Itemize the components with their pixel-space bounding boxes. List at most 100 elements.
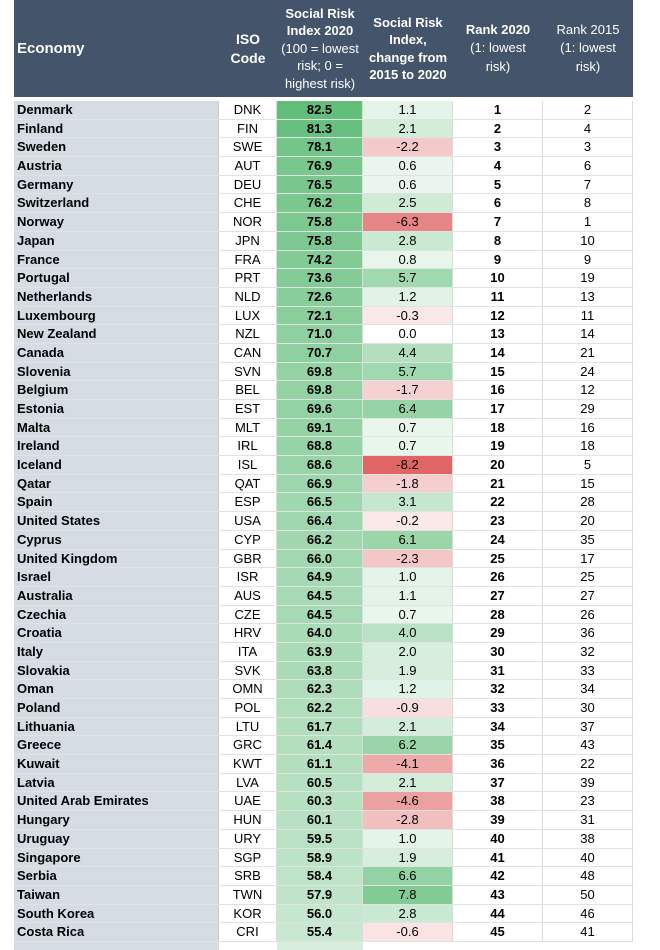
social-risk-index-cell: 68.6	[277, 456, 363, 474]
change-cell: 2.1	[363, 773, 453, 792]
iso-code-cell: POL	[219, 699, 277, 717]
rank-2015-cell: 15	[543, 474, 633, 493]
rank-2020-cell: 31	[453, 661, 543, 680]
change-cell: -2.8	[363, 811, 453, 829]
iso-code-cell: KWT	[219, 755, 277, 773]
rank-2020-cell: 22	[453, 493, 543, 512]
table-header: Economy ISO Code Social Risk Index 2020 …	[14, 0, 633, 97]
change-cell: 1.1	[363, 586, 453, 605]
social-risk-index-cell: 60.5	[277, 773, 363, 792]
rank-2020-cell: 43	[453, 885, 543, 904]
change-cell: -8.2	[363, 456, 453, 474]
economy-cell: United States	[14, 512, 219, 530]
rank-2020-cell: 1	[453, 101, 543, 119]
table-row: Malta MLT 69.1 0.7 18 16	[14, 418, 633, 438]
economy-cell: Finland	[14, 119, 219, 138]
header-change-line: Index,	[389, 32, 427, 47]
table-row: Belgium BEL 69.8 -1.7 16 12	[14, 381, 633, 400]
economy-cell: Costa Rica	[14, 923, 219, 941]
economy-cell: Luxembourg	[14, 306, 219, 325]
rank-2015-cell: 7	[543, 175, 633, 194]
table-row: Sweden SWE 78.1 -2.2 3 3	[14, 138, 633, 158]
social-risk-index-cell: 58.9	[277, 848, 363, 867]
iso-code-cell: AUT	[219, 157, 277, 175]
rank-2015-cell: 19	[543, 269, 633, 287]
economy-cell: Slovenia	[14, 362, 219, 381]
table-row: Serbia SRB 58.4 6.6 42 48	[14, 867, 633, 886]
footer-economy-strip	[14, 941, 219, 950]
iso-code-cell: ISR	[219, 568, 277, 586]
economy-cell: Singapore	[14, 848, 219, 867]
rank-2020-cell: 33	[453, 699, 543, 717]
rank-2020-cell: 29	[453, 624, 543, 642]
rank-2015-cell: 8	[543, 194, 633, 213]
table-row: Qatar QAT 66.9 -1.8 21 15	[14, 474, 633, 494]
rank-2015-cell: 6	[543, 157, 633, 175]
change-cell: 0.6	[363, 157, 453, 175]
rank-2015-cell: 13	[543, 287, 633, 306]
change-cell: 6.4	[363, 400, 453, 418]
table-row: Croatia HRV 64.0 4.0 29 36	[14, 624, 633, 643]
rank-2020-cell: 42	[453, 867, 543, 885]
economy-cell: Poland	[14, 699, 219, 717]
rank-2020-cell: 3	[453, 138, 543, 157]
social-risk-index-cell: 59.5	[277, 829, 363, 848]
rank-2015-cell: 26	[543, 605, 633, 624]
rank-2020-cell: 14	[453, 343, 543, 362]
header-rank2015-line: risk)	[575, 58, 601, 74]
iso-code-cell: PRT	[219, 269, 277, 287]
rank-2020-cell: 39	[453, 811, 543, 829]
rank-2015-cell: 48	[543, 867, 633, 885]
social-risk-index-cell: 60.1	[277, 811, 363, 829]
change-cell: 1.2	[363, 680, 453, 698]
economy-cell: United Arab Emirates	[14, 792, 219, 811]
economy-cell: Uruguay	[14, 829, 219, 848]
rank-2020-cell: 18	[453, 418, 543, 437]
iso-code-cell: USA	[219, 512, 277, 530]
iso-code-cell: TWN	[219, 885, 277, 904]
change-cell: -0.9	[363, 699, 453, 717]
rank-2015-cell: 32	[543, 642, 633, 661]
iso-code-cell: NLD	[219, 287, 277, 306]
header-sri-line: highest risk)	[284, 75, 356, 91]
change-cell: 1.9	[363, 848, 453, 867]
table-row: Austria AUT 76.9 0.6 4 6	[14, 157, 633, 176]
social-risk-index-cell: 72.6	[277, 287, 363, 306]
social-risk-index-cell: 63.8	[277, 661, 363, 680]
header-social-risk-index-2020: Social Risk Index 2020 (100 = lowest ris…	[277, 0, 363, 97]
rank-2015-cell: 22	[543, 755, 633, 773]
rank-2020-cell: 32	[453, 680, 543, 698]
rank-2020-cell: 41	[453, 848, 543, 867]
iso-code-cell: CRI	[219, 923, 277, 941]
change-cell: 7.8	[363, 885, 453, 904]
table-row: Netherlands NLD 72.6 1.2 11 13	[14, 287, 633, 307]
header-change-line: 2015 to 2020	[369, 67, 447, 82]
change-cell: 5.7	[363, 362, 453, 381]
social-risk-index-cell: 81.3	[277, 119, 363, 138]
economy-cell: Kuwait	[14, 755, 219, 773]
change-cell: 1.0	[363, 829, 453, 848]
social-risk-index-cell: 66.5	[277, 493, 363, 512]
economy-cell: Netherlands	[14, 287, 219, 306]
change-cell: 2.8	[363, 231, 453, 250]
change-cell: 1.9	[363, 661, 453, 680]
header-iso-line: ISO	[235, 30, 261, 47]
iso-code-cell: SVK	[219, 661, 277, 680]
rank-2015-cell: 2	[543, 101, 633, 119]
social-risk-index-cell: 69.8	[277, 381, 363, 399]
rank-2020-cell: 23	[453, 512, 543, 530]
header-economy: Economy	[17, 40, 85, 57]
header-rank-2020: Rank 2020 (1: lowest risk)	[453, 0, 543, 97]
economy-cell: Belgium	[14, 381, 219, 399]
header-change-line: Social Risk	[373, 14, 443, 30]
change-cell: 2.0	[363, 642, 453, 661]
rank-2015-cell: 36	[543, 624, 633, 642]
iso-code-cell: NZL	[219, 325, 277, 343]
table-row: Denmark DNK 82.5 1.1 1 2	[14, 101, 633, 120]
rank-2015-cell: 9	[543, 250, 633, 269]
social-risk-index-cell: 64.5	[277, 605, 363, 624]
iso-code-cell: JPN	[219, 231, 277, 250]
iso-code-cell: CHE	[219, 194, 277, 213]
header-rank2020-line: risk)	[485, 58, 511, 74]
social-risk-index-cell: 61.7	[277, 717, 363, 736]
